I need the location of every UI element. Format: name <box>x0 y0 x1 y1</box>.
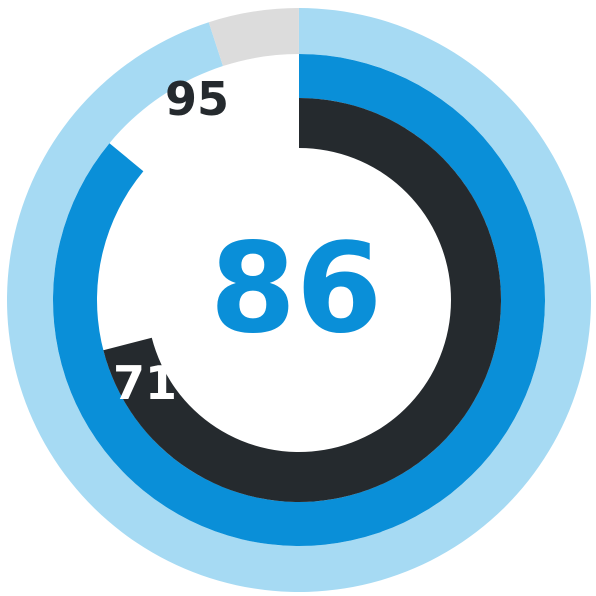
center-value: 86 <box>210 217 383 361</box>
gauge-rings <box>6 8 592 592</box>
inner-ring-label: 71 <box>113 356 177 410</box>
outer-ring-label: 95 <box>165 72 229 126</box>
outer-ring-remainder <box>208 8 299 67</box>
